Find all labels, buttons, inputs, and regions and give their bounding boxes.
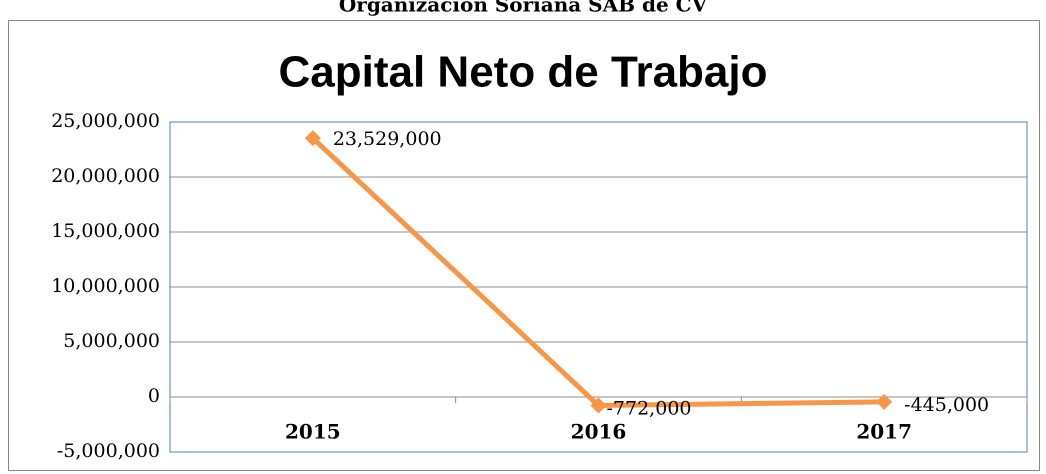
marker <box>590 397 607 414</box>
data-label: 23,529,000 <box>333 128 442 150</box>
y-tick-label: 20,000,000 <box>51 165 160 187</box>
y-tick-label: -5,000,000 <box>57 440 160 462</box>
y-tick-label: 25,000,000 <box>51 110 160 132</box>
x-tick-label: 2017 <box>856 420 912 444</box>
y-tick-label: 0 <box>148 385 160 407</box>
chart-title: Capital Neto de Trabajo <box>279 48 768 97</box>
marker <box>304 130 321 147</box>
data-label: -445,000 <box>904 394 989 416</box>
x-tick-label: 2016 <box>571 420 627 444</box>
y-tick-label: 15,000,000 <box>51 220 160 242</box>
data-label: -772,000 <box>607 397 692 419</box>
page-header: Organización Soriana SAB de CV <box>339 0 708 17</box>
x-tick-label: 2015 <box>285 420 341 444</box>
plot-border <box>169 121 1028 453</box>
chart-frame <box>8 20 1040 471</box>
y-tick-label: 10,000,000 <box>51 275 160 297</box>
y-tick-label: 5,000,000 <box>63 330 160 352</box>
marker <box>876 393 893 410</box>
